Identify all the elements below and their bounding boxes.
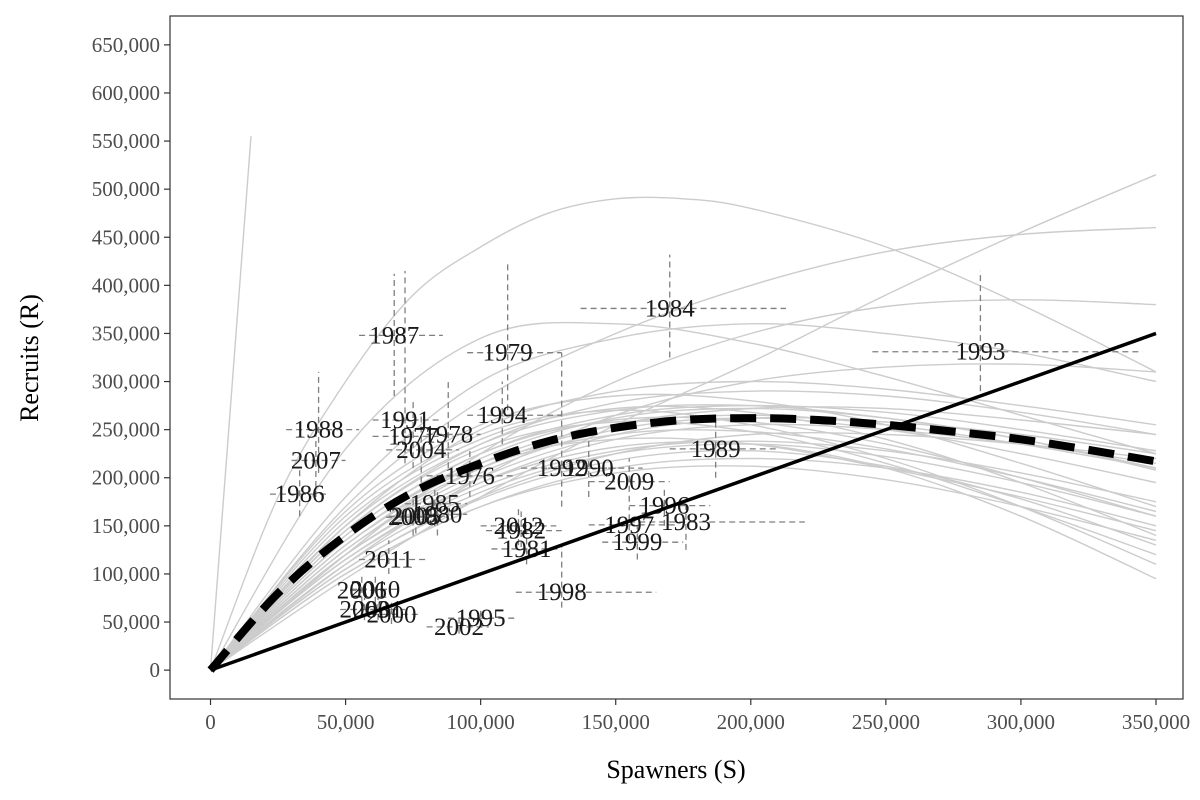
x-tick-label: 50,000 bbox=[317, 710, 375, 734]
x-tick-label: 150,000 bbox=[582, 710, 650, 734]
year-label: 1985 bbox=[410, 491, 460, 518]
y-tick-label: 0 bbox=[150, 658, 161, 682]
year-label: 1992 bbox=[537, 455, 587, 482]
year-label: 2009 bbox=[604, 469, 654, 496]
y-tick-label: 600,000 bbox=[92, 81, 160, 105]
year-label: 2002 bbox=[434, 614, 484, 641]
x-tick-label: 100,000 bbox=[447, 710, 515, 734]
year-label: 1982 bbox=[496, 518, 546, 545]
posterior-curve bbox=[210, 441, 1157, 671]
year-label: 1994 bbox=[477, 402, 528, 429]
y-tick-label: 100,000 bbox=[92, 562, 160, 586]
posterior-curve bbox=[209, 321, 1157, 671]
y-tick-label: 550,000 bbox=[92, 129, 160, 153]
posterior-curve bbox=[209, 390, 1157, 671]
year-label: 1983 bbox=[661, 509, 711, 536]
year-label: 1999 bbox=[612, 529, 662, 556]
posterior-curve bbox=[210, 406, 1157, 671]
year-label: 1979 bbox=[483, 340, 533, 367]
posterior-curve bbox=[210, 404, 1157, 671]
y-tick-label: 500,000 bbox=[92, 177, 160, 201]
posterior-curve bbox=[209, 136, 252, 671]
replacement-line bbox=[209, 331, 1157, 672]
year-label: 2012 bbox=[493, 513, 543, 540]
year-label: 2011 bbox=[364, 547, 413, 574]
posterior-curve bbox=[209, 405, 1157, 671]
y-tick-label: 300,000 bbox=[92, 370, 160, 394]
year-label: 1986 bbox=[275, 481, 325, 508]
y-tick-label: 350,000 bbox=[92, 321, 160, 345]
posterior-curve bbox=[209, 323, 1157, 671]
x-tick-label: 300,000 bbox=[987, 710, 1055, 734]
posterior-curve bbox=[209, 196, 1157, 671]
year-label: 2008 bbox=[388, 504, 438, 531]
posterior-curve bbox=[210, 429, 1157, 671]
year-label: 1990 bbox=[564, 455, 614, 482]
x-tick-label: 0 bbox=[205, 710, 216, 734]
y-tick-label: 400,000 bbox=[92, 273, 160, 297]
x-tick-label: 350,000 bbox=[1122, 710, 1190, 734]
year-label: 1993 bbox=[955, 339, 1005, 366]
y-axis-title: Recruits (R) bbox=[15, 294, 44, 422]
x-tick-label: 250,000 bbox=[852, 710, 920, 734]
y-tick-label: 650,000 bbox=[92, 33, 160, 57]
year-label: 2006 bbox=[337, 577, 387, 604]
year-label: 2010 bbox=[350, 576, 400, 603]
y-tick-label: 250,000 bbox=[92, 418, 160, 442]
y-tick-label: 450,000 bbox=[92, 225, 160, 249]
year-label: 1977 bbox=[388, 423, 438, 450]
y-axis: 0 50,000 100,000 150,000 200,000 250,000 300,0… bbox=[92, 33, 170, 682]
year-label: 1980 bbox=[412, 501, 462, 528]
posterior-curve bbox=[210, 449, 1157, 671]
x-axis: 0 50,000 100,000 150,000 200,000 250,000 300,0… bbox=[205, 699, 1190, 734]
posterior-curve bbox=[210, 440, 1157, 671]
year-label: 1987 bbox=[369, 322, 419, 349]
year-label: 1989 bbox=[691, 436, 741, 463]
panel-border bbox=[169, 15, 1184, 700]
y-tick-label: 200,000 bbox=[92, 466, 160, 490]
year-label: 1998 bbox=[537, 579, 587, 606]
year-label: 1978 bbox=[423, 421, 473, 448]
x-axis-title: Spawners (S) bbox=[606, 755, 745, 784]
x-tick-label: 200,000 bbox=[717, 710, 785, 734]
y-tick-label: 50,000 bbox=[102, 610, 160, 634]
year-label: 1995 bbox=[456, 605, 506, 632]
year-label: 2005 bbox=[391, 503, 441, 530]
y-tick-label: 150,000 bbox=[92, 514, 160, 538]
posterior-curve bbox=[210, 465, 1157, 671]
year-label: 1991 bbox=[380, 407, 430, 434]
posterior-curve bbox=[209, 226, 1157, 671]
posterior-curve bbox=[210, 407, 1157, 671]
year-label: 2007 bbox=[291, 447, 341, 474]
posterior-curve bbox=[209, 393, 1157, 671]
posterior-curve bbox=[210, 443, 1157, 671]
year-label: 2004 bbox=[396, 437, 447, 464]
year-label: 1988 bbox=[294, 417, 344, 444]
posterior-curve bbox=[210, 174, 1157, 671]
year-label: 1984 bbox=[645, 295, 696, 322]
